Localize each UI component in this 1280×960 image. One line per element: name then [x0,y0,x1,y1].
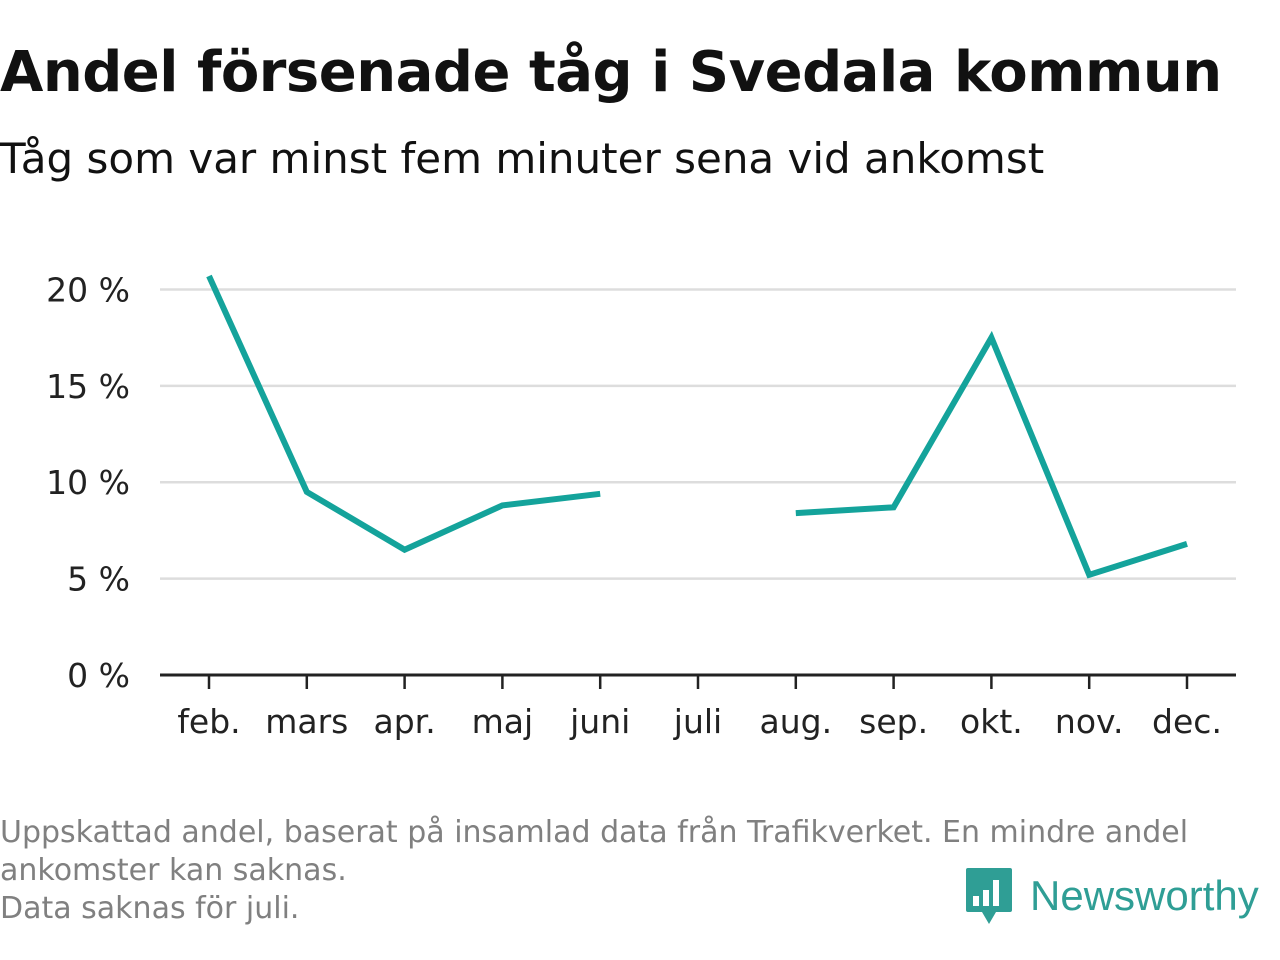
y-tick-label-2: 10 % [46,463,130,502]
y-tick-label-0: 0 % [67,656,130,695]
x-tick-label-2: apr. [373,702,435,741]
line-chart: 0 % 5 % 10 % 15 % 20 % feb. mars apr. maj juni jul… [46,270,1236,741]
x-tick-label-8: okt. [960,702,1023,741]
series-line-segment-0-1 [795,330,1188,579]
footnote-line-2: ankomster kan saknas. [0,853,347,888]
y-tick-label-1: 5 % [67,560,130,599]
chart-subtitle: Tåg som var minst fem minuter sena vid a… [0,134,1045,183]
x-tick-label-10: dec. [1152,702,1222,741]
x-tick-label-7: sep. [859,702,928,741]
x-tick-label-4: juni [569,702,630,741]
chart-title: Andel försenade tåg i Svedala kommun [0,40,1222,105]
x-tick-label-0: feb. [177,702,240,741]
logo-text: Newsworthy [1030,872,1259,919]
footnote-line-1: Uppskattad andel, baserat på insamlad da… [0,815,1189,850]
x-tick-label-5: juli [673,702,722,741]
newsworthy-logo: Newsworthy [964,866,1259,926]
footnote-line-3: Data saknas för juli. [0,891,300,926]
bar-chart-speech-bubble-icon [966,868,1012,924]
x-tick-label-1: mars [265,702,348,741]
x-tick-label-9: nov. [1055,702,1124,741]
series-line-segment-0-0 [206,274,601,554]
x-tick-label-3: maj [472,702,534,741]
y-tick-label-3: 15 % [46,367,130,406]
x-tick-label-6: aug. [760,702,833,741]
y-tick-label-4: 20 % [46,270,130,309]
footnote: Uppskattad andel, baserat på insamlad da… [0,814,1270,928]
